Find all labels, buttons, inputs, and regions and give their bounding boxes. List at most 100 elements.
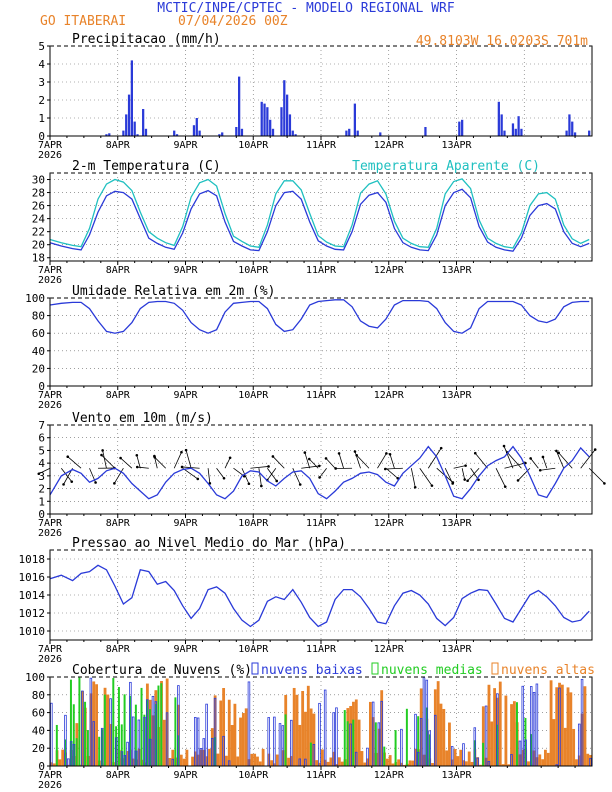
wind-arrow [136,455,141,469]
wind-arrow-head [353,450,357,453]
wind-arrow-head [503,485,507,488]
x-tick-label: 9APR [173,518,198,529]
cloud-mid-bar [69,679,72,766]
cloud-mid-bar [482,742,485,766]
wind-arrow [356,454,370,469]
wind-arrow [542,456,548,469]
cloud-high-bar [202,749,206,766]
cloud-high-bar [586,753,590,766]
cloud-low-bar [422,677,426,767]
wind-arrow [292,468,301,485]
cloud-high-bar [512,701,516,766]
cloud-high-bar [436,681,440,766]
cloud-high-bar [467,751,471,766]
cloud-mid-bar [157,685,160,766]
y-tick-label: 24 [32,213,46,226]
cloud-high-bar [476,757,480,766]
x-tick-label: 9APR [173,140,198,151]
cloud-mid-bar [383,746,386,766]
x-tick-label: 12APR [374,265,405,276]
cloud-mid-bar [428,734,431,766]
wind-arrow [558,452,573,469]
cloud-high-bar [58,759,62,766]
cloud-high-bar [241,713,245,766]
x-tick-label: 12APR [374,518,405,529]
cloud-high-bar [185,749,189,766]
humidity-line [49,299,590,334]
wind-arrow [258,468,262,487]
cloud-high-bar [208,748,211,766]
cloud-mid-bar [129,695,132,766]
precip-bar [127,94,131,136]
y-tick-label: 80 [32,310,45,323]
wind-arrow-head [100,453,103,457]
wind-arrow [216,467,225,479]
cloud-high-bar [193,751,197,766]
wind-arrow-head [439,446,443,450]
cloud-mid-bar [101,729,103,766]
x-tick-label: 10APR [238,770,269,781]
cloud-high-bar [349,706,353,766]
y-tick-label: 5 [38,444,45,457]
cloud-high-bar [281,750,285,766]
cloud-high-bar [332,751,336,766]
year-label: 2026 [38,150,62,161]
wind-arrow [385,467,403,470]
precip-bar [520,128,523,136]
cloud-high-bar [61,749,65,766]
precip-bar [294,134,297,136]
cloud-high-bar [510,704,513,766]
location-label: GO ITABERAI [40,14,126,29]
precip-bar [424,127,427,136]
wind-arrow [588,467,605,484]
y-tick-label: 20 [32,362,45,375]
wind-arrow [385,467,399,479]
cloud-high-bar [366,758,369,766]
wind-arrow [60,467,73,482]
cloud-high-bar [233,703,237,766]
wind-arrow-head [538,468,542,472]
wind-arrow-head [307,457,311,461]
wind-arrow-head [466,479,469,483]
cloud-high-bar [527,761,530,766]
y-tick-label: 28 [32,187,45,200]
y-tick-label: 40 [32,345,45,358]
x-tick-label: 8APR [106,644,131,655]
y-tick-label: 22 [32,226,45,239]
wind-arrow-head [334,467,337,470]
wind-arrow [319,467,327,478]
wind-arrow-head [541,455,545,459]
wind-arrow [325,458,336,469]
cloud-mid-bar [160,683,163,766]
cloud-high-bar [210,728,214,766]
x-tick-label: 9APR [173,770,198,781]
wind-speed-line [49,445,590,500]
cloud-high-bar [450,759,454,766]
wind-arrow-head [324,457,328,460]
y-tick-label: 0 [38,130,45,143]
x-tick-label: 11APR [306,770,337,781]
precip-bar [130,60,133,136]
temp-line [49,188,590,252]
cloud-mid-bar [86,730,89,766]
x-tick-label: 7APR [38,390,63,401]
precip-bar [283,80,286,136]
x-tick-label: 7APR [38,140,63,151]
precip-bar [108,133,111,136]
cloud-high-bar [572,728,576,766]
cloud-high-bar [227,699,231,766]
wind-arrow [495,468,506,487]
cloud-mid-bar [473,740,476,766]
cloud-high-bar [493,688,497,766]
y-tick-label: 60 [32,707,45,720]
x-tick-label: 10APR [238,390,269,401]
cloud-high-bar [247,759,251,766]
cloud-high-bar [507,764,511,766]
cloud-high-bar [363,762,367,766]
wind-arrow-head [37,472,41,476]
run-label: 07/04/2026 00Z [178,14,288,29]
wind-arrow-head [180,450,183,454]
wind-arrow-head [267,465,270,468]
cloud-high-bar [354,699,358,766]
cloud-high-bar [371,717,375,766]
